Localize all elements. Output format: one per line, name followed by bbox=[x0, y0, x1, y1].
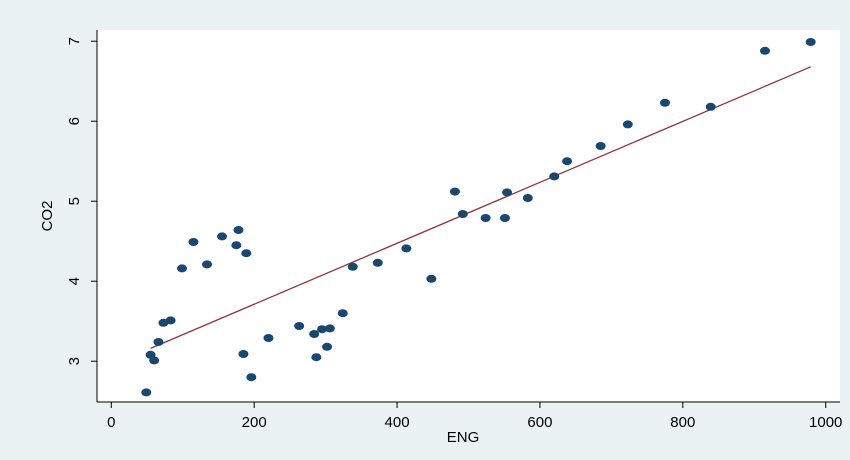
x-axis-label: ENG bbox=[447, 429, 480, 446]
point bbox=[233, 226, 244, 234]
y-tick-label: 6 bbox=[66, 117, 83, 125]
x-tick-label: 200 bbox=[242, 414, 267, 431]
y-axis-label: CO2 bbox=[39, 201, 56, 232]
point bbox=[311, 353, 322, 362]
point bbox=[372, 258, 383, 267]
point bbox=[246, 373, 257, 382]
point bbox=[457, 210, 468, 218]
x-tick-label: 0 bbox=[107, 414, 115, 431]
x-tick-label: 1000 bbox=[809, 414, 842, 431]
point bbox=[499, 214, 510, 222]
point bbox=[177, 264, 188, 273]
point bbox=[759, 46, 770, 55]
point bbox=[322, 342, 333, 351]
point bbox=[502, 188, 513, 197]
x-tick-label: 800 bbox=[670, 414, 695, 431]
point bbox=[153, 338, 164, 346]
point bbox=[294, 322, 305, 330]
point bbox=[347, 262, 358, 271]
point bbox=[141, 388, 152, 397]
point bbox=[165, 316, 176, 325]
plot-area bbox=[97, 30, 840, 402]
point bbox=[337, 309, 348, 318]
point bbox=[549, 172, 560, 181]
x-tick-label: 400 bbox=[385, 414, 410, 431]
point bbox=[705, 102, 716, 111]
point bbox=[522, 194, 533, 202]
point bbox=[426, 274, 437, 283]
fit-line bbox=[150, 66, 811, 349]
point bbox=[202, 260, 213, 269]
point bbox=[595, 142, 606, 150]
point bbox=[188, 238, 199, 246]
point bbox=[149, 356, 160, 365]
point bbox=[622, 120, 633, 129]
y-tick-label: 3 bbox=[66, 357, 83, 365]
point bbox=[241, 249, 252, 258]
point bbox=[562, 157, 573, 166]
point bbox=[401, 244, 412, 253]
y-tick-label: 7 bbox=[66, 37, 83, 45]
point bbox=[659, 98, 670, 107]
point bbox=[309, 330, 320, 338]
point bbox=[217, 232, 228, 241]
point bbox=[449, 187, 460, 196]
y-tick-label: 4 bbox=[66, 277, 83, 285]
point bbox=[317, 325, 328, 334]
x-tick-label: 600 bbox=[527, 414, 552, 431]
point bbox=[805, 38, 816, 46]
point bbox=[263, 334, 274, 342]
point bbox=[238, 350, 249, 358]
point bbox=[480, 214, 491, 222]
y-tick-label: 5 bbox=[66, 197, 83, 205]
point bbox=[231, 241, 242, 250]
point bbox=[324, 324, 335, 333]
